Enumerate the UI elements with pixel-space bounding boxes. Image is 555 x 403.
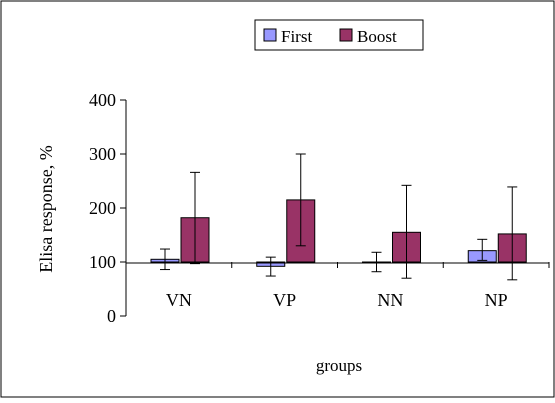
legend-swatch-first — [264, 29, 276, 41]
y-tick-label: 0 — [107, 306, 116, 326]
y-tick-label: 200 — [89, 198, 116, 218]
y-tick-label: 400 — [89, 90, 116, 110]
legend-label-first: First — [281, 27, 312, 46]
x-tick-label: NN — [377, 290, 403, 310]
y-axis-label: Elisa response, % — [36, 145, 56, 272]
legend-swatch-boost — [340, 29, 352, 41]
legend-label-boost: Boost — [357, 27, 397, 46]
y-tick-label: 300 — [89, 144, 116, 164]
y-tick-label: 100 — [89, 252, 116, 272]
x-axis-label: groups — [316, 356, 362, 375]
x-tick-label: NP — [485, 290, 508, 310]
chart-border — [1, 1, 554, 397]
x-tick-label: VN — [166, 290, 192, 310]
legend: First Boost — [255, 20, 423, 50]
x-tick-label: VP — [273, 290, 296, 310]
